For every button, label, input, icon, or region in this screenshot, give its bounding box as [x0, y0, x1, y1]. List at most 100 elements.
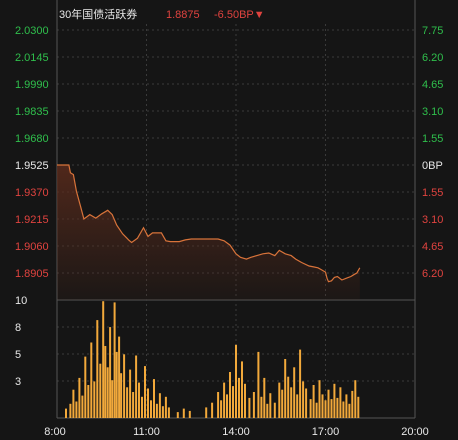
volume-tick-label: 10 [15, 295, 27, 307]
volume-bar [348, 403, 351, 418]
volume-bar [87, 385, 90, 418]
volume-bar [141, 396, 143, 418]
volume-bar [176, 412, 179, 418]
volume-bar [266, 403, 269, 418]
volume-bar [115, 351, 118, 418]
volume-bar [126, 387, 129, 418]
volume-bar [248, 397, 251, 418]
volume-tick-label: 8 [15, 322, 21, 334]
volume-bar [235, 344, 237, 418]
volume-bar [144, 366, 146, 418]
volume-bar [333, 383, 336, 418]
grid [56, 0, 416, 419]
volume-bar [284, 359, 287, 418]
volume-bar [327, 389, 330, 418]
volume-bar [357, 396, 360, 418]
volume-bar [260, 396, 263, 418]
volume-bar [78, 377, 81, 418]
volume-bar [188, 410, 191, 418]
volume-bar [324, 400, 327, 418]
volume-bar [299, 349, 302, 418]
volume-bar [290, 387, 293, 418]
right-tick-label: 4.65 [422, 79, 443, 91]
volume-bar [111, 380, 114, 418]
price-area [57, 165, 360, 300]
volume-bar [96, 320, 99, 418]
volume-bar [102, 301, 105, 418]
volume-bar [244, 383, 246, 418]
volume-bar [164, 396, 167, 418]
volume-bar [75, 401, 78, 418]
volume-bar [305, 388, 308, 418]
right-axis: 7.75 6.20 4.65 3.10 1.55 0BP 1.55 3.10 4.65 6.20 [422, 25, 443, 280]
volume-bar [93, 381, 96, 418]
volume-bar [241, 361, 243, 418]
volume-bar [155, 403, 158, 418]
volume-bar [158, 393, 161, 418]
volume-bar [342, 401, 345, 418]
left-tick-label: 1.9215 [15, 214, 49, 226]
instrument-name: 30年国债活跃券 [59, 7, 137, 21]
volume-bar [129, 369, 132, 418]
volume-bar [273, 402, 276, 418]
volume-bar [296, 394, 299, 418]
volume-bar [232, 386, 234, 418]
volume-bar [182, 408, 185, 418]
volume-bar [147, 388, 149, 418]
time-tick-label: 8:00 [44, 426, 65, 438]
volume-tick-label: 5 [15, 349, 21, 361]
volume-bar [302, 381, 305, 418]
time-tick-label: 20:00 [401, 426, 429, 438]
volume-bar [263, 377, 266, 418]
left-tick-label: 1.8905 [15, 268, 49, 280]
volume-bar [226, 394, 228, 418]
left-axis: 2.0300 2.0145 1.9990 1.9835 1.9680 1.9525 1.93… [15, 25, 49, 388]
volume-bar [257, 351, 260, 418]
volume-bar [223, 382, 226, 418]
volume-bar [138, 382, 140, 418]
right-tick-label: 4.65 [422, 241, 443, 253]
volume-bar [167, 407, 170, 418]
left-tick-label: 2.0145 [15, 52, 49, 64]
left-tick-label: 1.9680 [15, 133, 49, 145]
time-tick-label: 11:00 [133, 426, 160, 438]
left-tick-label: 1.9990 [15, 79, 49, 91]
price-plot [57, 164, 361, 300]
volume-tick-label: 3 [15, 376, 21, 388]
volume-bar [354, 380, 357, 418]
time-axis: 8:00 11:00 14:00 17:00 20:00 [44, 426, 428, 438]
volume-bar [153, 379, 155, 418]
volume-bar [99, 363, 102, 418]
volume-bar [69, 403, 72, 418]
volume-bar [312, 385, 315, 418]
volume-bar [217, 392, 220, 418]
volume-bar [339, 387, 342, 418]
left-tick-label: 2.0300 [15, 25, 49, 37]
volume-bar [65, 408, 67, 418]
volume-bar [106, 367, 109, 418]
volume-bar [118, 336, 121, 418]
volume-bar [238, 377, 240, 418]
volume-bar [318, 380, 321, 418]
volume-bar [229, 372, 231, 418]
volume-bar [135, 355, 138, 418]
volume-bar [220, 400, 223, 418]
volume-plot [65, 301, 360, 418]
volume-bar [336, 397, 339, 418]
volume-bar [81, 395, 84, 418]
last-price: 1.8875 [166, 9, 200, 21]
right-tick-label: 6.20 [422, 52, 443, 64]
volume-bar [161, 406, 164, 418]
volume-bar [90, 342, 93, 418]
volume-bar [109, 327, 112, 418]
change-bp: -6.50BP▼ [214, 9, 265, 21]
time-tick-label: 17:00 [312, 426, 340, 438]
left-tick-label: 1.9835 [15, 106, 49, 118]
volume-bar [309, 399, 312, 418]
volume-bar [205, 407, 208, 418]
right-tick-label: 1.55 [422, 187, 443, 199]
volume-bar [278, 382, 281, 418]
volume-bar [330, 399, 333, 418]
